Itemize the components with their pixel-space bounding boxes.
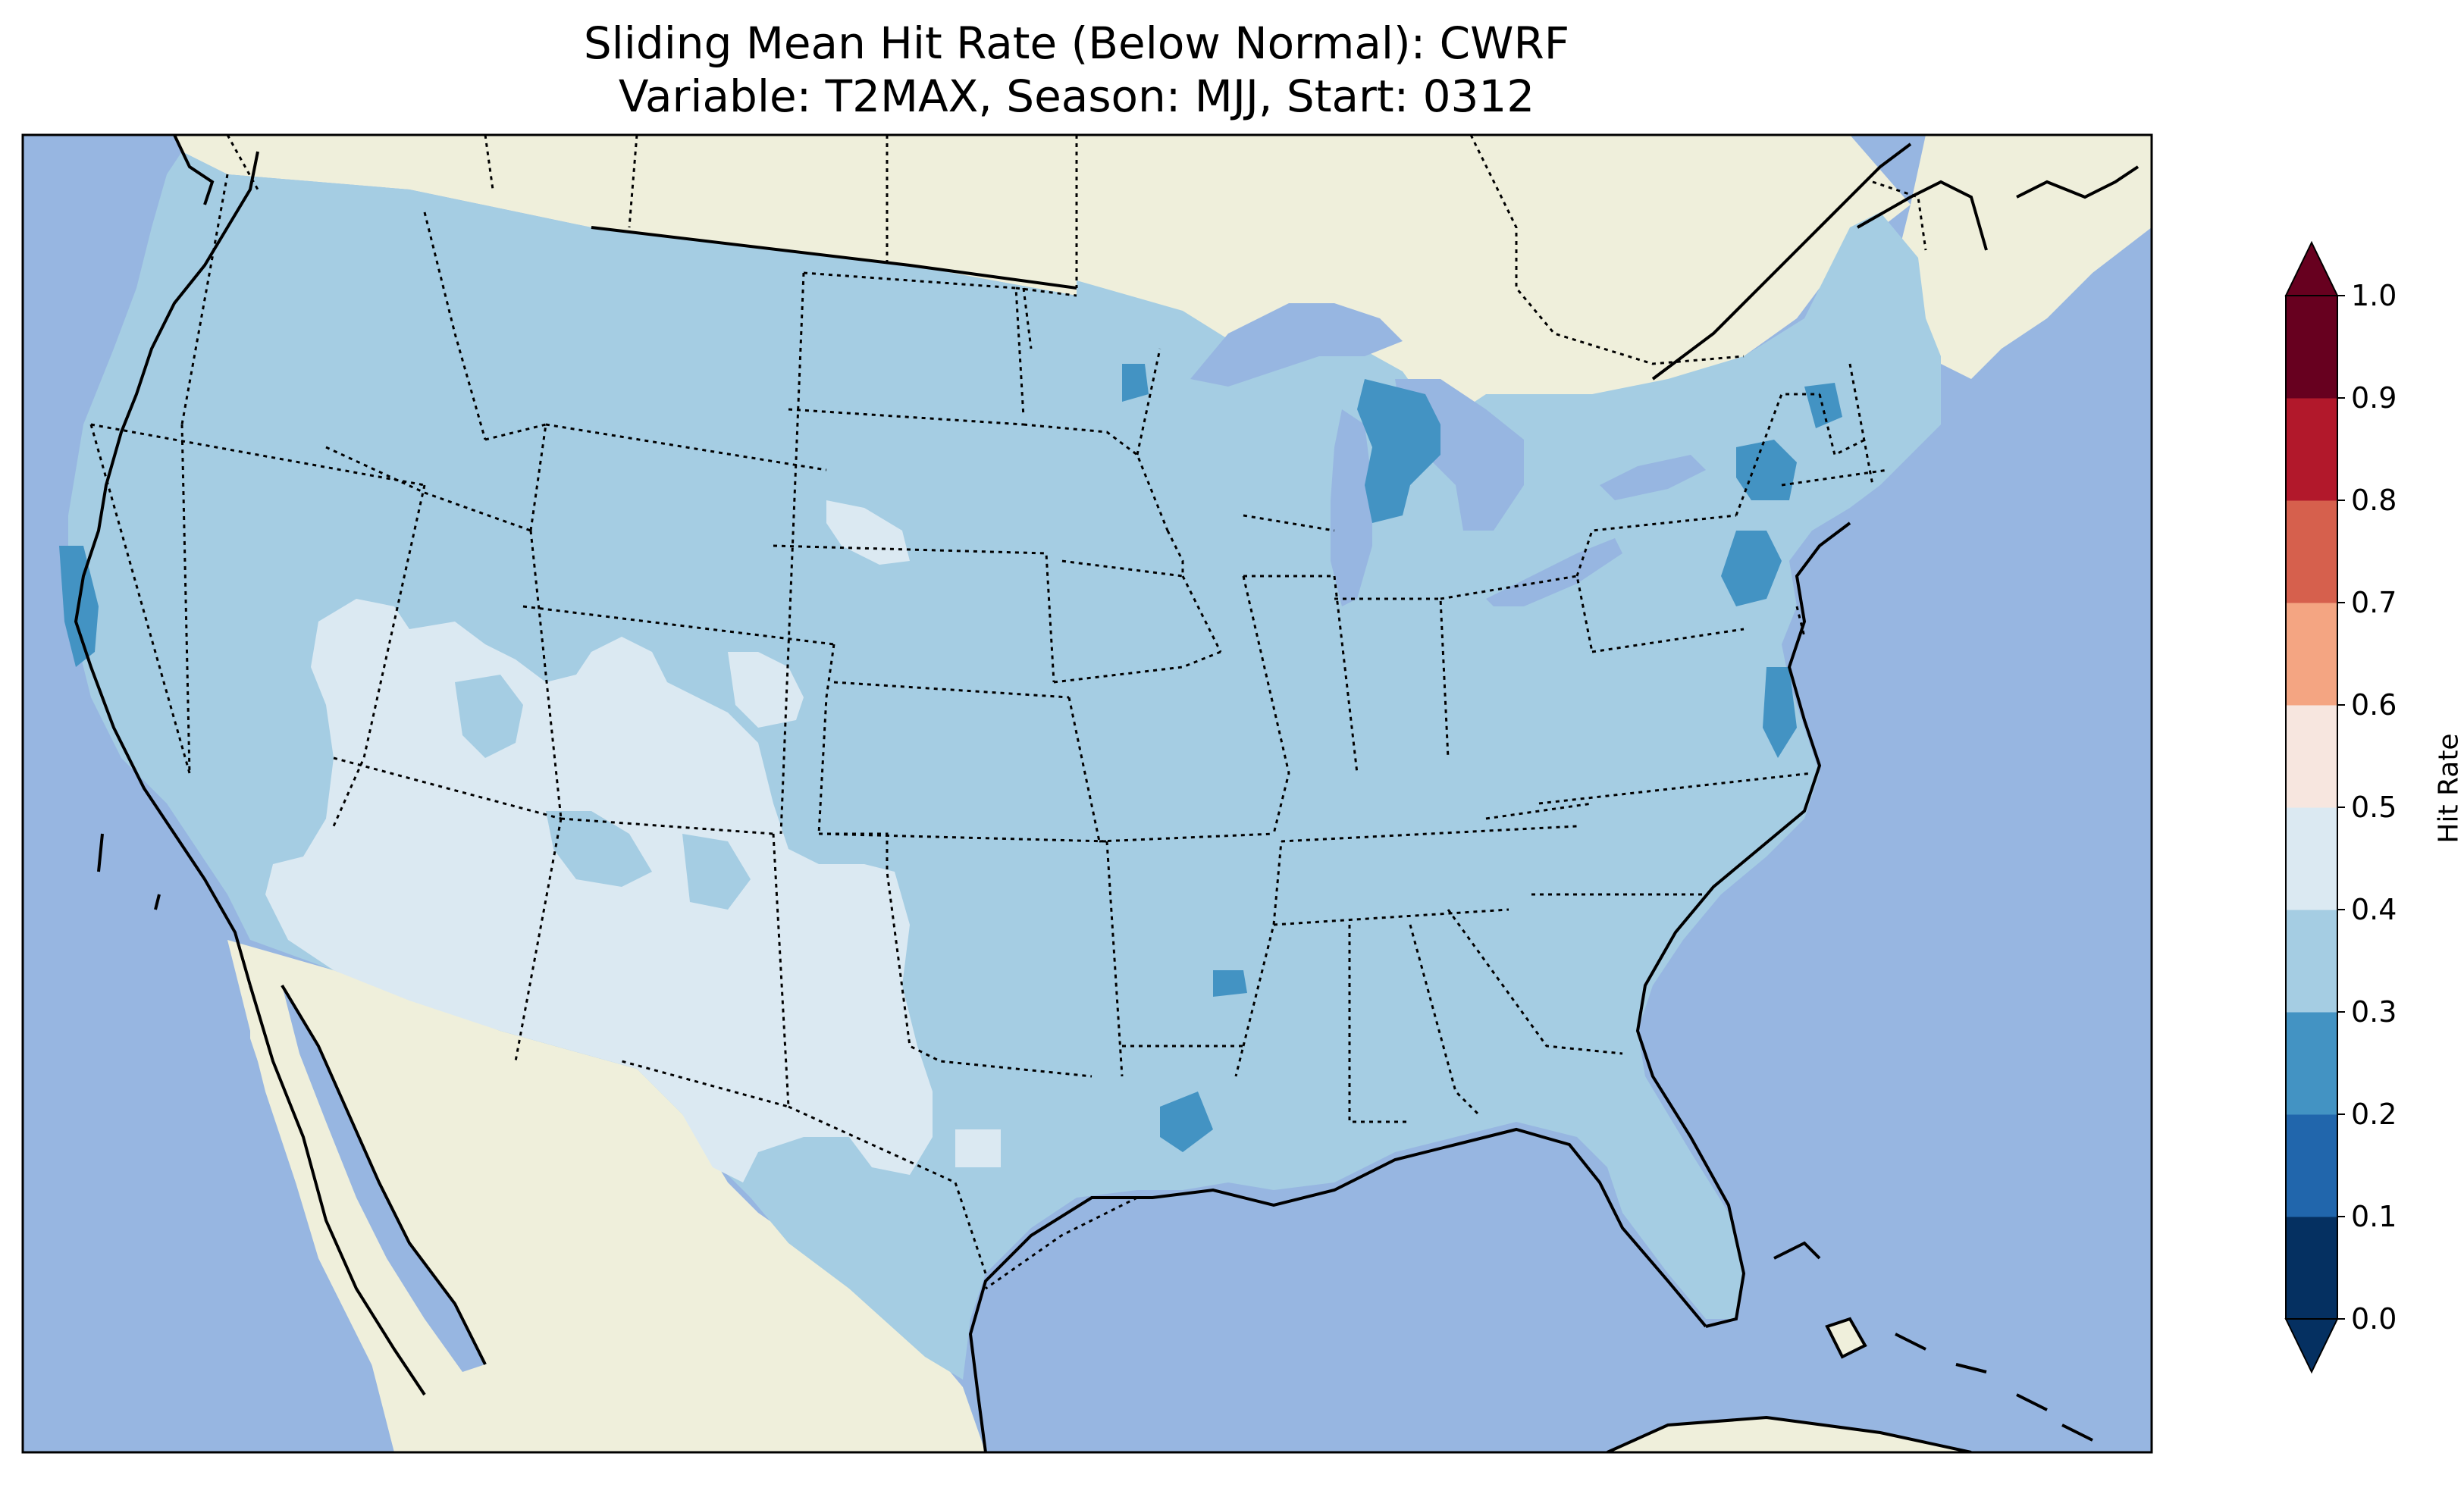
map-title-line-2: Variable: T2MAX, Season: MJJ, Start: 031… — [618, 70, 1535, 122]
colorbar-bin — [2286, 910, 2337, 1013]
lake-superior — [1190, 303, 1403, 387]
colorbar-label: Hit Rate — [2433, 733, 2464, 844]
lake-erie — [1486, 538, 1622, 606]
colorbar-tick-label: 0.9 — [2351, 381, 2397, 415]
south-dakota-light-spot — [826, 500, 910, 565]
map-frame — [21, 133, 2153, 1454]
bahamas-land — [1827, 1319, 1865, 1357]
minnesota-dark-spot — [1122, 364, 1149, 402]
colorbar-bin — [2286, 1012, 2337, 1115]
colorbar-tick-label: 1.0 — [2351, 279, 2397, 312]
nm-medium-island — [682, 834, 751, 910]
colorbar-tick-label: 0.7 — [2351, 586, 2397, 619]
colorbar-tick-label: 0.1 — [2351, 1200, 2397, 1233]
state-borders — [89, 174, 1889, 1274]
colorbar-extend-min — [2284, 1318, 2339, 1374]
cuba-land — [1607, 1417, 1971, 1452]
colorbar-tick-label: 0.2 — [2351, 1098, 2397, 1131]
louisiana-dark-spot — [1160, 1092, 1213, 1152]
colorado-light-patch — [728, 652, 804, 728]
colorbar-bin — [2286, 705, 2337, 808]
pennsylvania-dark-spot — [1721, 531, 1782, 606]
utah-medium-island — [455, 675, 523, 758]
michigan-dark-region — [1357, 379, 1440, 523]
arkansas-dark-spot — [1213, 970, 1247, 997]
coastlines — [74, 135, 2140, 1452]
southwest-light-region — [265, 599, 933, 1182]
colorbar-bin — [2286, 296, 2337, 399]
arizona-medium-island — [546, 811, 652, 887]
colorbar-bin — [2286, 398, 2337, 501]
colorbar-tick-label: 0.3 — [2351, 995, 2397, 1029]
lake-ontario — [1600, 455, 1706, 500]
colorbar-bin — [2286, 1114, 2337, 1217]
colorbar-bin — [2286, 500, 2337, 603]
colorbar-tick-label: 0.5 — [2351, 791, 2397, 824]
colorbar-tick-label: 0.6 — [2351, 688, 2397, 722]
baja-land — [250, 985, 425, 1417]
colorbar-tick-label: 0.4 — [2351, 893, 2397, 926]
colorbar-extend-max — [2284, 240, 2339, 296]
country-borders — [226, 135, 1927, 1290]
lake-michigan — [1331, 409, 1372, 606]
colorbar-bin — [2286, 1217, 2337, 1320]
mexico-land — [227, 940, 986, 1452]
colorbar-bin — [2286, 603, 2337, 706]
texas-light-spot — [955, 1129, 1001, 1167]
colorbar-tick-label: 0.8 — [2351, 484, 2397, 517]
virginia-coast-dark — [1763, 667, 1797, 758]
colorbar-tick-label: 0.0 — [2351, 1302, 2397, 1336]
colorbar-bin — [2286, 807, 2337, 910]
map-title-line-1: Sliding Mean Hit Rate (Below Normal): CW… — [583, 17, 1570, 69]
